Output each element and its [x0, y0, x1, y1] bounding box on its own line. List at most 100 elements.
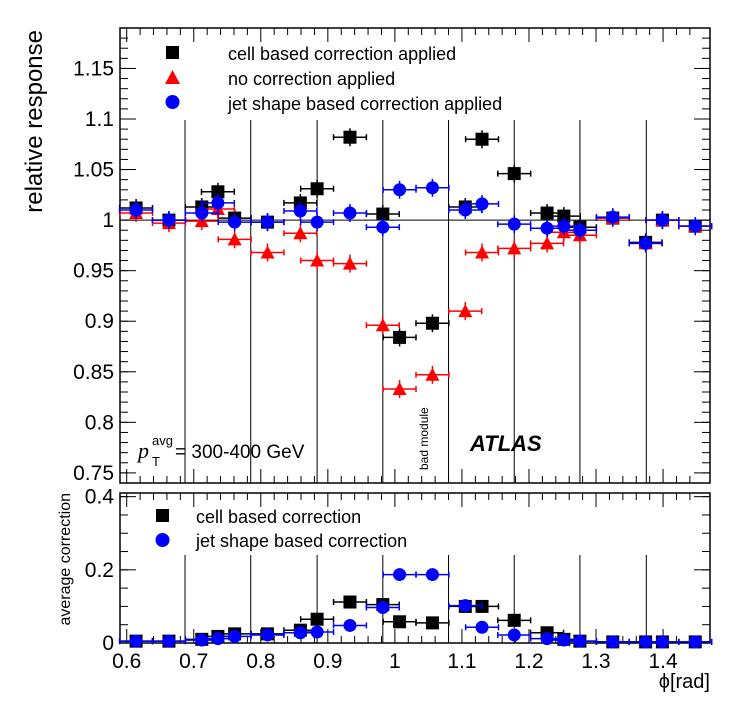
bottom-y-ticks: 0 0.2 0.4: [85, 486, 710, 655]
data-point-circle: [261, 628, 274, 642]
data-point-square: [393, 330, 407, 344]
bottom-plot-frame: [119, 492, 711, 644]
x-tick-label: 1.1: [447, 650, 476, 673]
kinematics-sub: T: [152, 454, 160, 469]
legend-triangle-marker: [165, 70, 180, 84]
legend-label-nocorr: no correction applied: [228, 69, 395, 89]
data-point-circle: [376, 220, 390, 234]
data-point-circle: [507, 628, 521, 642]
data-point-triangle: [375, 318, 390, 332]
kinematics-rest: = 300-400 GeV: [175, 442, 305, 463]
top-y-ticks: 0.75 0.8 0.85 0.9 0.95 1 1.05 1.1 1.15: [73, 27, 710, 485]
y-tick-label: 1.05: [73, 159, 114, 182]
data-point-circle: [557, 219, 571, 233]
data-point-circle: [129, 634, 143, 648]
bad-module-label: bad module: [417, 407, 431, 470]
top-legend: cell based correction applied no correct…: [165, 44, 502, 114]
x-tick-label: 1.3: [581, 650, 610, 673]
data-point-triangle: [540, 236, 555, 250]
data-point-circle: [425, 568, 439, 582]
data-point-circle: [475, 620, 489, 634]
data-point-square: [310, 612, 324, 626]
x-tick-label: 0.8: [246, 650, 275, 673]
data-point-triangle: [342, 256, 357, 270]
data-point-square: [507, 613, 521, 627]
bottom-series: [118, 568, 713, 649]
legend-label-jetshape: jet shape based correction applied: [227, 94, 502, 114]
bottom-x-ticks: 0.6 0.7 0.8 0.9 1 1.1 1.2 1.3 1.4: [112, 493, 691, 673]
data-point-square: [310, 182, 324, 196]
data-point-circle: [655, 213, 669, 227]
data-point-square: [425, 316, 439, 330]
data-point-square: [475, 132, 489, 146]
data-point-circle: [195, 206, 209, 220]
legend-circle-marker: [155, 533, 170, 547]
y-tick-label: 1.1: [85, 108, 114, 131]
data-point-circle: [129, 203, 143, 217]
data-point-circle: [425, 181, 439, 195]
data-point-circle: [228, 629, 242, 643]
data-point-circle: [507, 217, 521, 231]
data-point-circle: [688, 635, 702, 649]
y-tick-label: 1.15: [73, 57, 114, 80]
y-tick-label: 0.75: [73, 462, 114, 485]
data-point-circle: [310, 215, 324, 229]
data-point-circle: [228, 215, 242, 229]
data-point-circle: [376, 601, 390, 615]
x-tick-label: 1: [389, 650, 401, 673]
data-point-circle: [162, 634, 176, 648]
data-point-circle: [393, 183, 407, 197]
data-point-square: [211, 185, 225, 199]
data-point-square: [343, 130, 357, 144]
data-point-circle: [261, 215, 274, 229]
x-axis-title: ϕ[rad]: [659, 671, 710, 693]
y-tick-label: 0.8: [85, 411, 114, 434]
bottom-y-axis-title: average correction: [57, 493, 74, 626]
top-y-axis-title: relative response: [21, 30, 48, 213]
series-square-marker: [118, 128, 713, 347]
x-tick-label: 0.7: [179, 650, 208, 673]
data-point-square: [393, 615, 407, 629]
data-point-square: [343, 595, 357, 609]
top-x-ticks: [126, 28, 691, 483]
y-tick-label: 0.95: [73, 260, 114, 283]
data-point-circle: [393, 568, 407, 582]
x-tick-label: 1.2: [514, 650, 543, 673]
y-tick-label: 0.9: [85, 310, 114, 333]
data-point-triangle: [458, 304, 473, 318]
data-point-square: [376, 207, 390, 221]
y-tick-label: 0: [102, 632, 114, 655]
data-point-triangle: [425, 367, 440, 381]
y-tick-label: 1: [102, 209, 114, 232]
data-point-triangle: [227, 232, 242, 246]
y-tick-label: 0.85: [73, 361, 114, 384]
data-point-triangle: [475, 245, 490, 259]
x-tick-label: 1.4: [648, 650, 678, 673]
data-point-circle: [639, 236, 653, 250]
bottom-legend: cell based correction jet shape based co…: [155, 507, 407, 551]
legend-square-marker: [166, 46, 179, 59]
data-point-circle: [343, 206, 357, 220]
x-tick-label: 0.6: [112, 650, 141, 673]
bottom-module-boundaries: [184, 555, 647, 643]
data-point-circle: [310, 625, 324, 639]
data-point-square: [507, 167, 521, 181]
kinematics-p: p: [136, 438, 149, 463]
data-point-triangle: [260, 245, 275, 259]
y-tick-label: 0.4: [85, 486, 115, 509]
data-point-circle: [211, 196, 225, 210]
data-point-circle: [162, 213, 176, 227]
data-point-circle: [606, 210, 620, 224]
kinematics-sup: avg: [152, 433, 173, 448]
kinematics-label: p avg T = 300-400 GeV: [136, 433, 305, 469]
data-point-circle: [573, 634, 587, 648]
atlas-label: ATLAS: [469, 431, 542, 456]
data-point-square: [557, 209, 571, 223]
data-point-triangle: [507, 241, 522, 255]
data-point-circle: [573, 223, 587, 237]
legend-square-marker: [156, 509, 169, 522]
data-point-circle: [293, 204, 307, 218]
data-point-circle: [688, 219, 702, 233]
series-circle-marker: [118, 178, 713, 253]
